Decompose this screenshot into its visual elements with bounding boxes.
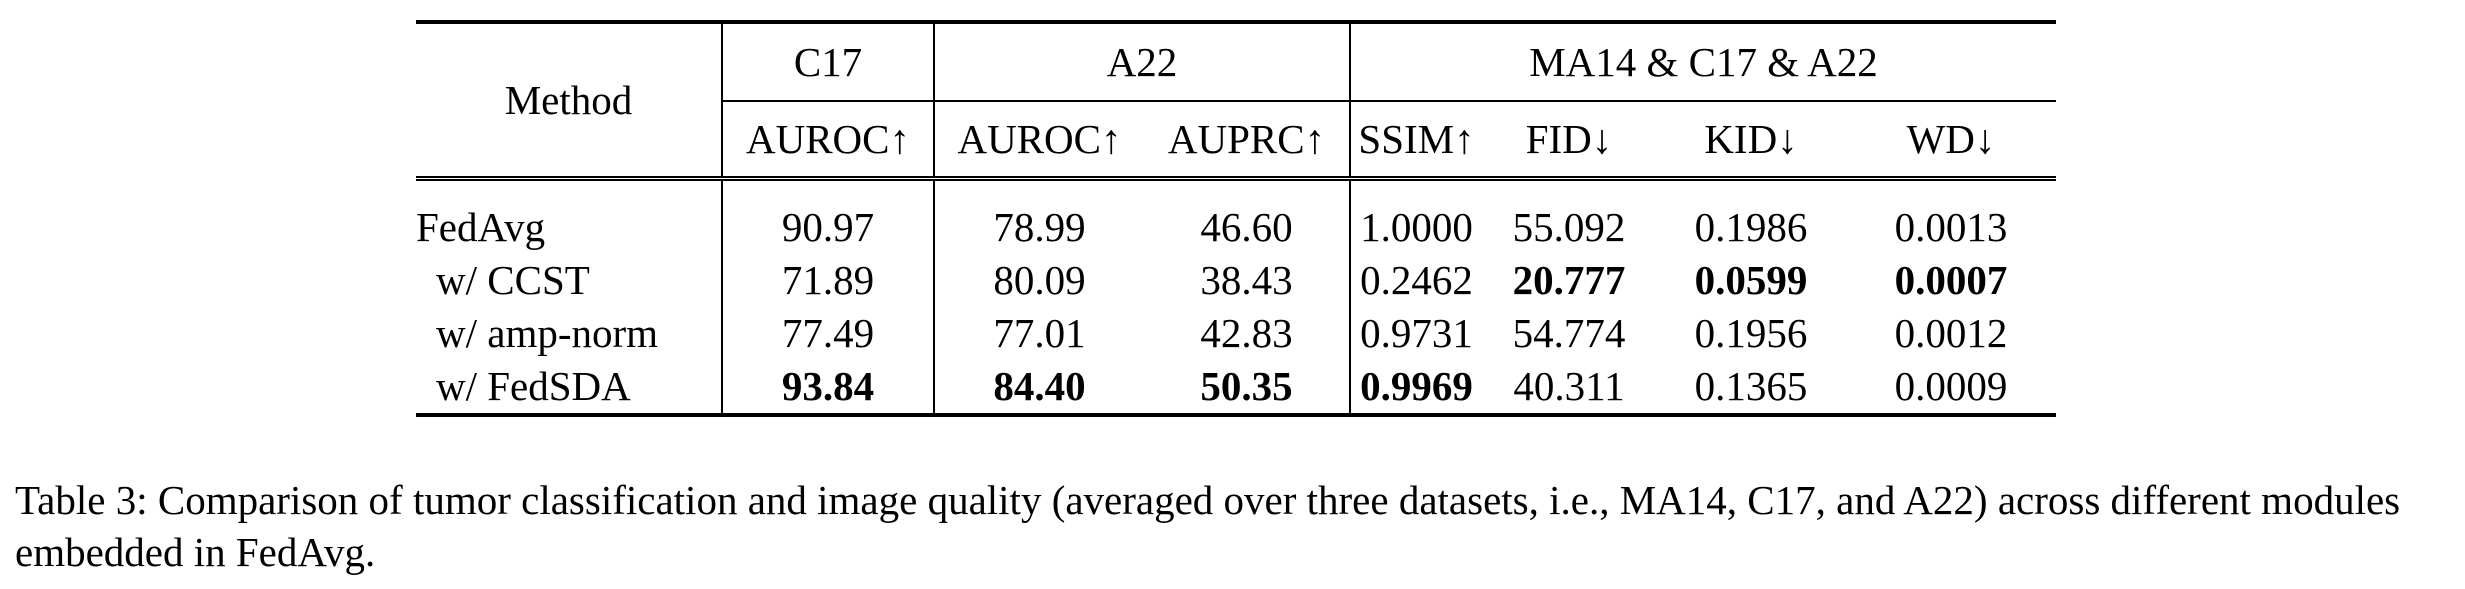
table-cell: 0.1986 xyxy=(1694,204,1808,250)
table-cell-best: 20.777 xyxy=(1512,257,1626,303)
table-cell: 54.774 xyxy=(1512,310,1626,356)
table-cell: 0.2462 xyxy=(1349,254,1482,307)
table-row: w/ amp-norm 77.49 77.01 42.83 0.9731 54.… xyxy=(416,307,2056,360)
table-cell-best: 0.0599 xyxy=(1694,257,1808,303)
table-cell: 0.1365 xyxy=(1656,360,1846,417)
table-cell-best: 0.0007 xyxy=(1894,257,2008,303)
metric-header-fid: FID↓ xyxy=(1482,101,1656,181)
table-cell: 55.092 xyxy=(1512,204,1626,250)
metric-header-c17-auroc: AUROC↑ xyxy=(721,101,934,181)
metric-header-kid: KID↓ xyxy=(1656,101,1846,181)
metric-header-ssim: SSIM↑ xyxy=(1349,101,1482,181)
row-method: w/ CCST xyxy=(436,257,590,303)
metric-header-a22-auprc: AUPRC↑ xyxy=(1144,101,1350,181)
metric-header-wd: WD↓ xyxy=(1846,101,2056,181)
row-method: w/ FedSDA xyxy=(416,360,722,417)
table-cell-best: 84.40 xyxy=(933,360,1144,417)
group-header-combined: MA14 & C17 & A22 xyxy=(1349,20,2056,102)
table-cell: 0.0013 xyxy=(1894,204,2008,250)
table-cell: 42.83 xyxy=(1200,310,1293,356)
table-row: w/ FedSDA 93.84 84.40 50.35 0.9969 40.31… xyxy=(416,360,2056,417)
table-cell: 78.99 xyxy=(933,178,1144,254)
table-cell: 0.1956 xyxy=(1694,310,1808,356)
table-cell: 40.311 xyxy=(1482,360,1656,417)
group-header-c17: C17 xyxy=(721,20,934,102)
method-header: Method xyxy=(416,20,722,181)
table-cell-best: 50.35 xyxy=(1144,360,1350,417)
table-cell: 80.09 xyxy=(933,254,1144,307)
table-cell-best: 0.9969 xyxy=(1349,360,1482,417)
row-method: w/ amp-norm xyxy=(436,310,659,356)
table-cell: 1.0000 xyxy=(1349,178,1482,254)
comparison-table: Method C17 A22 MA14 & C17 & A22 AUROC↑ A… xyxy=(416,20,2056,417)
table-cell: 0.9731 xyxy=(1349,307,1482,360)
table-row: w/ CCST 71.89 80.09 38.43 0.2462 20.777 … xyxy=(416,254,2056,307)
table-caption: Table 3: Comparison of tumor classificat… xyxy=(15,477,2401,575)
table-cell: 38.43 xyxy=(1200,257,1293,303)
row-method: FedAvg xyxy=(416,204,546,250)
table-cell: 0.0012 xyxy=(1894,310,2008,356)
table-cell: 77.49 xyxy=(721,307,934,360)
group-header-a22: A22 xyxy=(933,20,1350,102)
table-cell-best: 93.84 xyxy=(721,360,934,417)
table-row: FedAvg 90.97 78.99 46.60 1.0000 55.092 0… xyxy=(416,178,2056,254)
table-cell: 77.01 xyxy=(933,307,1144,360)
table-cell: 71.89 xyxy=(721,254,934,307)
table-cell: 90.97 xyxy=(721,178,934,254)
table-cell: 0.0009 xyxy=(1846,360,2056,417)
metric-header-a22-auroc: AUROC↑ xyxy=(933,101,1144,181)
table-cell: 46.60 xyxy=(1200,204,1293,250)
